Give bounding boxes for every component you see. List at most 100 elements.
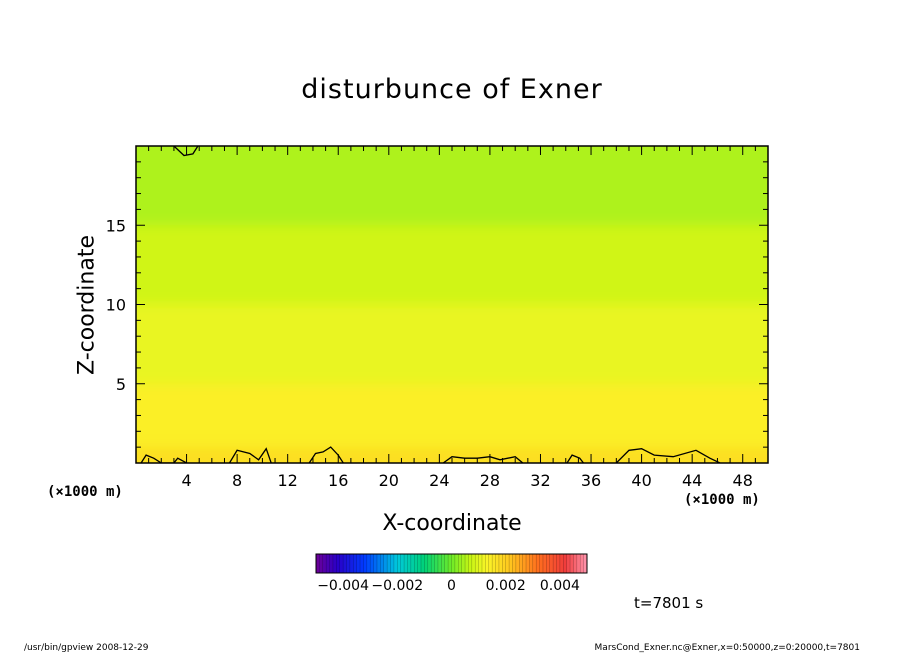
colorbar: −0.004 −0.002 0 0.002 0.004 (315, 553, 588, 594)
y-tick-label: 5 (116, 375, 126, 394)
contour-line (140, 454, 187, 463)
colorbar-tick-label: −0.002 (371, 578, 423, 594)
colorbar-cell (529, 554, 534, 573)
x-tick-label: 16 (328, 471, 348, 490)
colorbar-cell (475, 554, 479, 573)
colorbar-cell (373, 554, 378, 573)
colorbar-cell (421, 554, 425, 573)
colorbar-cell (343, 554, 347, 573)
contour-line (566, 454, 585, 463)
colorbar-cell (417, 554, 422, 573)
x-tick-label: 4 (181, 471, 191, 490)
colorbar-cell (353, 554, 358, 573)
chart-title: disturbunce of Exner (301, 74, 603, 105)
colorbar-tick-label: −0.004 (317, 578, 369, 594)
colorbar-cell (549, 554, 554, 573)
x-axis: 4 8 12 16 20 24 28 32 36 40 44 48 (148, 146, 756, 490)
colorbar-frame (315, 553, 588, 574)
colorbar-cell (559, 554, 564, 573)
x-tick-label: 48 (733, 471, 753, 490)
colorbar-cell (366, 554, 371, 573)
colorbar-cell (536, 554, 540, 573)
colorbar-tick-label: 0 (447, 578, 456, 594)
colorbar-cell (441, 554, 446, 573)
colorbar-cell (390, 554, 395, 573)
colorbar-cell (505, 554, 510, 573)
colorbar-cell (522, 554, 527, 573)
colorbar-cell (492, 554, 496, 573)
x-axis-unit-right: (×1000 m) (684, 492, 760, 508)
x-tick-label: 28 (480, 471, 500, 490)
colorbar-cell (363, 554, 368, 573)
footer-source: MarsCond_Exner.nc@Exner,x=0:50000,z=0:20… (594, 643, 860, 653)
colorbar-cell (383, 554, 388, 573)
colorbar-cell (360, 554, 364, 573)
colorbar-cell (326, 554, 330, 573)
field-band (136, 304, 768, 384)
colorbar-tick-label: 0.002 (486, 578, 526, 594)
colorbar-cell (437, 554, 442, 573)
colorbar-cell (485, 554, 490, 573)
contour-line (442, 456, 524, 463)
colorbar-cell (349, 554, 354, 573)
colorbar-cell (566, 554, 571, 573)
x-tick-label: 32 (530, 471, 550, 490)
colorbar-cell (322, 554, 327, 573)
field-band (136, 383, 768, 448)
x-tick-label: 40 (631, 471, 651, 490)
colorbar-cell (526, 554, 530, 573)
colorbar-cell (458, 554, 463, 573)
colorbar-cell (431, 554, 435, 573)
contour-line (173, 146, 199, 157)
colorbar-cell (553, 554, 557, 573)
colorbar-cell (546, 554, 551, 573)
colorbar-cell (410, 554, 415, 573)
colorbar-cell (488, 554, 493, 573)
colorbar-cell (461, 554, 466, 573)
colorbar-cell (329, 554, 334, 573)
y-tick-label: 15 (106, 216, 126, 235)
colorbar-cell (580, 554, 585, 573)
x-axis-unit-left: (×1000 m) (47, 484, 123, 500)
colorbar-cell (478, 554, 483, 573)
x-tick-label: 8 (232, 471, 242, 490)
colorbar-cell (502, 554, 507, 573)
x-tick-label: 44 (682, 471, 702, 490)
y-axis: 5 10 15 (106, 161, 768, 448)
colorbar-cell (448, 554, 452, 573)
colorbar-cell (519, 554, 524, 573)
colorbar-cell (414, 554, 419, 573)
colorbar-cell (509, 554, 513, 573)
colorbar-cell (424, 554, 429, 573)
colorbar-cell (556, 554, 561, 573)
colorbar-cell (573, 554, 578, 573)
colorbar-cell (407, 554, 412, 573)
colorbar-cell (404, 554, 408, 573)
colorbar-cell (515, 554, 520, 573)
colorbar-cell (495, 554, 500, 573)
colorbar-cell (465, 554, 469, 573)
colorbar-cell (370, 554, 374, 573)
colorbar-cell (356, 554, 361, 573)
colorbar-cell (332, 554, 337, 573)
colorbar-cell (376, 554, 381, 573)
contour-line (228, 447, 272, 463)
colorbar-cell (400, 554, 405, 573)
y-tick-label: 10 (106, 296, 126, 315)
footer-program-date: /usr/bin/gpview 2008-12-29 (24, 643, 149, 653)
colorbar-cell (454, 554, 459, 573)
colorbar-cell (444, 554, 449, 573)
x-tick-label: 12 (278, 471, 298, 490)
colorbar-cell (434, 554, 439, 573)
colorbar-cell (532, 554, 537, 573)
x-tick-label: 24 (429, 471, 449, 490)
colorbar-cell (583, 554, 588, 573)
field-band (136, 447, 768, 463)
colorbar-cell (570, 554, 574, 573)
contour-line (615, 448, 721, 463)
colorbar-cell (427, 554, 432, 573)
colorbar-cell (539, 554, 544, 573)
colorbar-cell (387, 554, 391, 573)
contour-line (308, 446, 344, 463)
